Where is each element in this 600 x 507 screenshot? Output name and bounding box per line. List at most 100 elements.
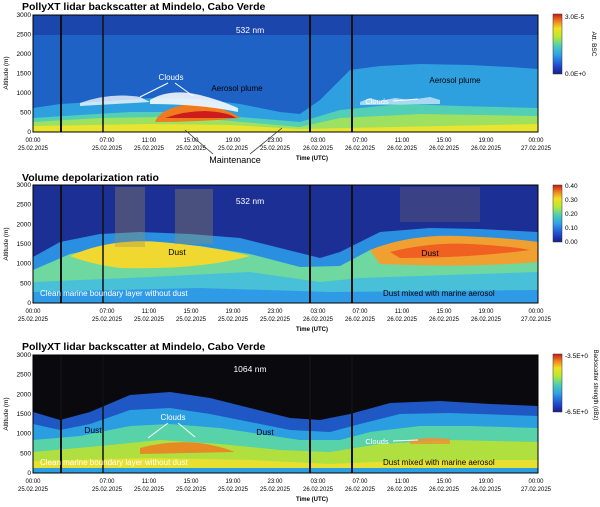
- colorbar-tick: 0.20: [565, 211, 578, 218]
- wavelength-label: 1064 nm: [233, 364, 266, 374]
- annotation-clouds: Clouds: [161, 413, 186, 422]
- x-tick-time: 07:00: [352, 479, 368, 485]
- panel-backscatter-532: PollyXT lidar backscatter at Mindelo, Ca…: [0, 0, 600, 170]
- x-tick-date: 26.02.2025: [345, 487, 376, 493]
- x-tick-time: 19:00: [478, 138, 494, 144]
- x-tick-time: 15:00: [436, 309, 452, 315]
- x-tick-date: 26.02.2025: [429, 146, 460, 152]
- colorbar-label: Att. BSC: [590, 32, 597, 57]
- x-tick-date: 26.02.2025: [471, 146, 502, 152]
- chart-title: Volume depolarization ratio: [22, 172, 159, 184]
- y-tick: 0: [27, 129, 31, 136]
- y-tick: 500: [20, 110, 31, 117]
- annotation-dust: Dust: [168, 247, 186, 257]
- x-tick-date: 26.02.2025: [387, 146, 418, 152]
- x-tick-time: 00:00: [25, 138, 41, 144]
- x-tick-date: 25.02.2025: [176, 317, 207, 323]
- x-axis-label: Time (UTC): [296, 327, 328, 333]
- x-tick-time: 19:00: [225, 138, 241, 144]
- x-tick-time: 15:00: [436, 138, 452, 144]
- x-tick-date: 25.02.2025: [18, 146, 49, 152]
- x-tick-date: 25.02.2025: [18, 317, 49, 323]
- x-ticks: 00:00 25.02.2025 07:00 25.02.2025 11:00 …: [18, 479, 552, 493]
- x-tick-date: 25.02.2025: [134, 317, 165, 323]
- colorbar-label: Backscatter strength (dBz): [592, 350, 598, 421]
- chart-title: PollyXT lidar backscatter at Mindelo, Ca…: [22, 341, 266, 353]
- x-tick-time: 15:00: [436, 479, 452, 485]
- chart-svg: 0 500 1000 1500 2000 2500 3000 Altitude …: [3, 182, 578, 333]
- x-tick-date: 25.02.2025: [176, 487, 207, 493]
- x-tick-time: 19:00: [478, 309, 494, 315]
- x-tick-date: 25.02.2025: [260, 146, 291, 152]
- x-tick-date: 26.02.2025: [345, 317, 376, 323]
- x-tick-time: 23:00: [267, 309, 283, 315]
- y-axis-label: Altitude (m): [3, 56, 10, 89]
- plot-area: [32, 354, 539, 474]
- x-tick-date: 26.02.2025: [471, 487, 502, 493]
- x-tick-time: 03:00: [310, 309, 326, 315]
- colorbar: 0.40 0.30 0.20 0.10 0.00: [552, 183, 578, 246]
- y-tick: 2500: [17, 372, 32, 379]
- x-tick-date: 26.02.2025: [429, 317, 460, 323]
- x-tick-time: 00:00: [25, 309, 41, 315]
- colorbar-tick: 0.10: [565, 225, 578, 232]
- plot-area: [32, 14, 539, 133]
- x-tick-time: 23:00: [267, 138, 283, 144]
- x-tick-date: 26.02.2025: [387, 487, 418, 493]
- x-tick-date: 25.02.2025: [134, 146, 165, 152]
- colorbar-tick: 0.00: [565, 239, 578, 246]
- x-tick-date: 26.02.2025: [429, 487, 460, 493]
- panel-backscatter-1064: PollyXT lidar backscatter at Mindelo, Ca…: [0, 340, 600, 507]
- x-ticks: 00:00 25.02.2025 07:00 25.02.2025 11:00 …: [18, 309, 552, 323]
- colorbar-tick: -6.5E+0: [565, 409, 588, 416]
- x-tick-time: 00:00: [528, 138, 544, 144]
- annotation-dust-mixed: Dust mixed with marine aerosol: [383, 458, 495, 467]
- x-tick-time: 15:00: [183, 309, 199, 315]
- x-tick-time: 19:00: [478, 479, 494, 485]
- annotation-dust: Dust: [421, 248, 439, 258]
- x-tick-time: 19:00: [225, 309, 241, 315]
- y-axis-label: Altitude (m): [3, 397, 10, 430]
- y-tick: 2500: [17, 202, 32, 209]
- annotation-dust: Dust: [84, 425, 102, 435]
- colorbar-tick: 0.0E+0: [565, 71, 586, 78]
- x-tick-date: 25.02.2025: [176, 146, 207, 152]
- x-tick-time: 00:00: [528, 479, 544, 485]
- annotation-clean-marine: Clean marine boundary layer without dust: [40, 289, 188, 298]
- y-tick: 0: [27, 470, 31, 477]
- x-tick-date: 25.02.2025: [92, 487, 123, 493]
- x-tick-time: 11:00: [395, 138, 410, 144]
- annotation-clean-marine: Clean marine boundary layer without dust: [40, 458, 188, 467]
- x-tick-date: 27.02.2025: [521, 317, 552, 323]
- y-tick: 1500: [17, 241, 32, 248]
- x-tick-date: 25.02.2025: [218, 487, 249, 493]
- colorbar-tick: 0.40: [565, 183, 578, 190]
- annotation-clouds: Clouds: [159, 73, 184, 82]
- annotation-dust: Dust: [256, 427, 274, 437]
- x-tick-date: 27.02.2025: [521, 146, 552, 152]
- x-tick-date: 26.02.2025: [387, 317, 418, 323]
- y-tick: 500: [20, 450, 31, 457]
- y-tick: 1000: [17, 431, 32, 438]
- x-tick-time: 07:00: [352, 309, 368, 315]
- x-axis-label: Time (UTC): [296, 156, 328, 162]
- x-tick-date: 25.02.2025: [260, 487, 291, 493]
- y-tick: 2000: [17, 51, 32, 58]
- x-tick-date: 25.02.2025: [92, 317, 123, 323]
- wavelength-label: 532 nm: [236, 25, 264, 35]
- x-tick-date: 26.02.2025: [345, 146, 376, 152]
- x-axis-label: Time (UTC): [296, 497, 328, 503]
- annotation-clouds: Clouds: [365, 437, 389, 446]
- x-tick-time: 00:00: [528, 309, 544, 315]
- x-tick-time: 11:00: [395, 309, 410, 315]
- y-ticks: 0 500 1000 1500 2000 2500 3000: [17, 12, 32, 136]
- x-tick-time: 11:00: [142, 138, 157, 144]
- y-tick: 1000: [17, 90, 32, 97]
- colorbar-tick: 3.0E-5: [565, 14, 585, 21]
- x-tick-time: 11:00: [142, 479, 157, 485]
- colorbar-tick: 0.30: [565, 197, 578, 204]
- x-tick-time: 07:00: [99, 138, 115, 144]
- y-tick: 3000: [17, 352, 32, 359]
- chart-title: PollyXT lidar backscatter at Mindelo, Ca…: [22, 1, 266, 13]
- x-tick-date: 26.02.2025: [303, 487, 334, 493]
